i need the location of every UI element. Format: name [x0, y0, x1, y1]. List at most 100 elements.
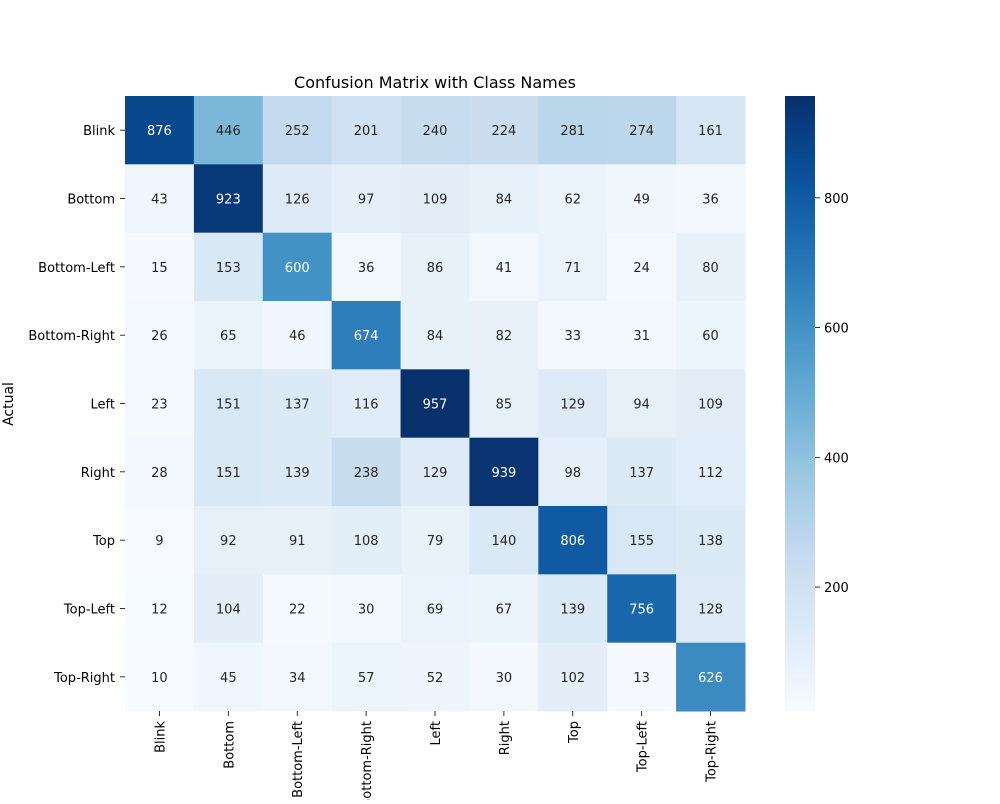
- cell-value-label: 98: [565, 466, 582, 481]
- heatmap-cell: [400, 506, 470, 575]
- row-tick-labels: Blink Bottom Bottom-Left Bottom-Right Left Ri…: [28, 124, 125, 686]
- heatmap-cell: [193, 232, 264, 302]
- cell-value-label: 79: [427, 534, 444, 549]
- cell-value-label: 137: [629, 466, 654, 481]
- cell-value-label: 240: [423, 124, 448, 139]
- cell-value-label: 128: [698, 603, 723, 618]
- heatmap-cell: [538, 437, 608, 507]
- cell-value-label: 806: [560, 534, 585, 549]
- column-tick-label: Bottom-Left: [291, 721, 306, 798]
- column-tick-label: Top: [567, 721, 582, 744]
- cell-value-label: 252: [285, 124, 310, 139]
- heatmap-cell: [676, 96, 746, 165]
- row-tick-label: Blink: [83, 124, 115, 139]
- heatmap-cell: [331, 301, 402, 370]
- row-tick-label: Bottom-Left: [38, 261, 115, 276]
- heatmap-cell: [400, 301, 470, 370]
- heatmap-cell: [331, 232, 402, 302]
- cell-value-label: 102: [560, 671, 585, 686]
- heatmap-cell: [400, 574, 470, 644]
- colorbar-tick-label: 800: [824, 192, 849, 207]
- heatmap-cell: [538, 96, 608, 165]
- heatmap-cell: [400, 437, 470, 507]
- heatmap-cell: [538, 164, 608, 234]
- heatmap-cell: [607, 437, 677, 507]
- colorbar-ticks: 200 400 600 800: [815, 192, 849, 596]
- cell-value-label: 626: [698, 671, 723, 686]
- heatmap-cell: [607, 369, 677, 439]
- cell-value-label: 151: [216, 466, 241, 481]
- heatmap-cell: [538, 506, 608, 575]
- cell-value-label: 67: [496, 603, 513, 618]
- cell-value-label: 9: [155, 534, 163, 549]
- cell-value-label: 10: [151, 671, 168, 686]
- heatmap-cell: [193, 437, 264, 507]
- cell-value-label: 84: [427, 329, 444, 344]
- heatmap-cell: [193, 96, 264, 165]
- heatmap-cell: [676, 164, 746, 234]
- cell-value-label: 52: [427, 671, 444, 686]
- heatmap-cell: [469, 301, 539, 370]
- cell-value-label: 13: [633, 671, 650, 686]
- cell-value-label: 57: [358, 671, 375, 686]
- row-tick-label: Top-Left: [63, 603, 115, 618]
- cell-value-label: 756: [629, 603, 654, 618]
- cell-value-label: 22: [289, 603, 306, 618]
- cell-value-label: 137: [285, 398, 310, 413]
- heatmap-cell: [262, 574, 333, 644]
- heatmap-cell: [676, 506, 746, 575]
- cell-value-label: 30: [496, 671, 513, 686]
- colorbar-tick-label: 200: [824, 581, 849, 596]
- cell-value-label: 94: [633, 398, 650, 413]
- heatmap-cell: [193, 506, 264, 575]
- cell-value-label: 69: [427, 603, 444, 618]
- cell-value-label: 129: [560, 398, 585, 413]
- column-tick-label: Top-Right: [705, 721, 720, 783]
- cell-value-label: 600: [285, 261, 310, 276]
- cell-value-label: 274: [629, 124, 654, 139]
- heatmap-cell: [125, 642, 195, 712]
- cell-value-label: 49: [633, 193, 650, 208]
- heatmap-cell: [469, 164, 539, 234]
- cell-value-label: 104: [216, 603, 241, 618]
- row-tick-label: Right: [81, 466, 115, 481]
- heatmap-cell: [193, 574, 264, 644]
- cell-value-label: 71: [565, 261, 582, 276]
- cell-value-label: 24: [633, 261, 650, 276]
- cell-value-label: 151: [216, 398, 241, 413]
- cell-value-label: 92: [220, 534, 237, 549]
- cell-value-label: 80: [702, 261, 719, 276]
- heatmap-cell: [262, 437, 333, 507]
- cell-value-label: 126: [285, 193, 310, 208]
- heatmap-cell: [193, 164, 264, 234]
- column-tick-label: Bottom: [222, 721, 237, 769]
- heatmap-cell: [469, 96, 539, 165]
- heatmap-cell: [469, 437, 539, 507]
- heatmap-cell: [262, 369, 333, 439]
- heatmap-cell: [469, 506, 539, 575]
- heatmap-cell: [676, 301, 746, 370]
- heatmap-cell: [400, 164, 470, 234]
- heatmap-cell: [538, 642, 608, 712]
- column-tick-label: Bottom-Right: [360, 721, 375, 800]
- cell-value-label: 43: [151, 193, 168, 208]
- heatmap-cell: [607, 301, 677, 370]
- cell-value-label: 84: [496, 193, 513, 208]
- cell-value-label: 129: [423, 466, 448, 481]
- heatmap-cell: [125, 301, 195, 370]
- heatmap-cell: [331, 96, 402, 165]
- heatmap-cell: [400, 96, 470, 165]
- cell-value-label: 201: [354, 124, 379, 139]
- heatmap-cell: [538, 369, 608, 439]
- heatmap-cell: [676, 574, 746, 644]
- column-tick-labels: Blink Bottom Bottom-Left Bottom-Right Left Ri…: [153, 711, 720, 804]
- colorbar-tick-label: 400: [824, 451, 849, 466]
- cell-value-label: 238: [354, 466, 379, 481]
- cell-value-label: 15: [151, 261, 168, 276]
- heatmap-cell: [676, 437, 746, 507]
- heatmap-cell: [193, 369, 264, 439]
- cell-value-label: 957: [423, 398, 448, 413]
- heatmap-cell: [400, 642, 470, 712]
- y-axis-label: Actual: [1, 382, 17, 426]
